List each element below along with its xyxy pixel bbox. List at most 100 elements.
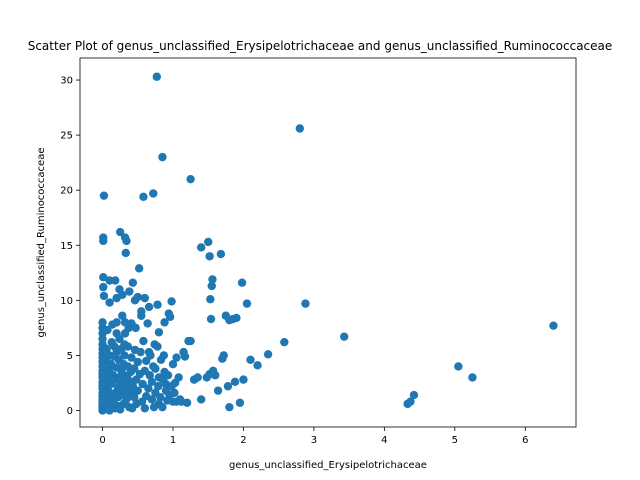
plot-area-frame — [79, 57, 577, 428]
x-axis-ticks: 0 1 2 3 4 5 6 — [99, 427, 528, 446]
data-point-27 — [99, 233, 108, 242]
y-tick-label: 15 — [60, 241, 73, 252]
data-point-148 — [154, 328, 164, 337]
data-point-192 — [206, 314, 216, 324]
data-point-165 — [165, 312, 175, 322]
data-point-174 — [174, 373, 183, 382]
data-point-173 — [172, 353, 181, 362]
data-point-216 — [295, 124, 305, 133]
data-point-54 — [111, 276, 120, 285]
data-point-207 — [232, 313, 241, 323]
data-point-151 — [156, 393, 165, 402]
data-point-208 — [235, 398, 245, 407]
y-tick-label: 10 — [60, 296, 73, 307]
data-point-28 — [99, 191, 109, 200]
data-point-137 — [147, 377, 157, 387]
data-point-25 — [99, 272, 108, 282]
data-point-122 — [138, 379, 147, 389]
data-point-36 — [103, 325, 112, 335]
data-point-182 — [186, 336, 195, 346]
data-point-135 — [146, 351, 155, 360]
data-point-131 — [144, 384, 153, 393]
data-point-220 — [406, 397, 415, 406]
data-point-223 — [468, 373, 477, 382]
data-point-144 — [152, 72, 161, 81]
data-point-209 — [237, 278, 247, 287]
y-tick-label: 0 — [67, 406, 73, 417]
data-point-185 — [196, 243, 206, 252]
data-point-101 — [127, 353, 136, 362]
data-point-143 — [151, 364, 160, 373]
data-point-89 — [122, 236, 131, 246]
x-tick-label: 6 — [522, 435, 528, 446]
data-point-157 — [160, 318, 169, 327]
data-point-115 — [133, 386, 142, 395]
data-point-105 — [128, 278, 138, 287]
x-tick-label: 0 — [99, 435, 105, 446]
x-tick-label: 1 — [170, 435, 176, 446]
data-point-136 — [147, 395, 157, 404]
data-point-110 — [131, 323, 140, 333]
data-point-154 — [158, 402, 167, 412]
data-point-196 — [211, 371, 220, 380]
data-point-178 — [180, 352, 190, 361]
data-point-146 — [153, 300, 162, 309]
data-point-138 — [149, 189, 158, 198]
data-point-61 — [112, 318, 121, 327]
data-point-200 — [219, 351, 228, 360]
x-tick-label: 2 — [240, 435, 246, 446]
data-point-169 — [168, 360, 178, 369]
data-point-114 — [133, 292, 142, 302]
x-tick-label: 5 — [452, 435, 458, 446]
data-point-70 — [115, 227, 125, 237]
data-point-90 — [122, 395, 131, 404]
data-point-147 — [154, 382, 163, 391]
data-point-188 — [204, 237, 213, 247]
data-point-206 — [230, 377, 240, 387]
data-point-170 — [170, 388, 179, 398]
data-point-204 — [225, 402, 234, 412]
data-point-212 — [246, 355, 255, 365]
y-axis-ticks: 0 5 10 15 20 25 30 — [60, 76, 80, 417]
y-axis-label: genus_unclassified_Ruminococcaceae — [36, 148, 47, 338]
data-point-118 — [136, 347, 145, 357]
data-point-215 — [280, 337, 289, 347]
data-point-210 — [239, 375, 248, 384]
x-axis-label: genus_unclassified_Erysipelotrichaceae — [229, 460, 427, 471]
data-point-24 — [99, 282, 108, 292]
data-point-88 — [121, 248, 130, 258]
data-point-217 — [301, 299, 310, 308]
chart-title: Scatter Plot of genus_unclassified_Erysi… — [28, 39, 613, 53]
data-point-218 — [340, 332, 349, 341]
data-point-202 — [223, 382, 233, 391]
data-point-123 — [139, 192, 148, 201]
data-point-197 — [213, 386, 223, 395]
data-point-83 — [120, 351, 129, 360]
x-tick-label: 4 — [381, 435, 387, 446]
data-point-42 — [105, 298, 114, 307]
data-point-116 — [134, 264, 144, 273]
data-point-134 — [145, 371, 154, 380]
data-point-113 — [133, 357, 142, 367]
y-tick-label: 5 — [67, 351, 73, 362]
data-point-94 — [123, 342, 133, 351]
data-point-124 — [139, 336, 148, 346]
data-point-77 — [118, 290, 127, 300]
data-point-126 — [140, 293, 150, 303]
data-point-130 — [143, 319, 152, 328]
data-point-76 — [118, 311, 127, 320]
y-tick-label: 25 — [60, 131, 73, 142]
data-point-106 — [130, 393, 139, 402]
data-point-189 — [205, 252, 214, 261]
data-point-194 — [208, 275, 217, 284]
data-point-211 — [242, 299, 252, 308]
data-point-167 — [167, 297, 176, 306]
data-point-23 — [98, 318, 107, 327]
data-point-191 — [206, 295, 215, 304]
data-point-133 — [144, 302, 154, 312]
data-point-156 — [159, 351, 169, 360]
data-point-193 — [207, 281, 216, 291]
data-point-179 — [182, 398, 192, 407]
data-point-162 — [163, 371, 173, 380]
data-point-184 — [193, 373, 202, 382]
